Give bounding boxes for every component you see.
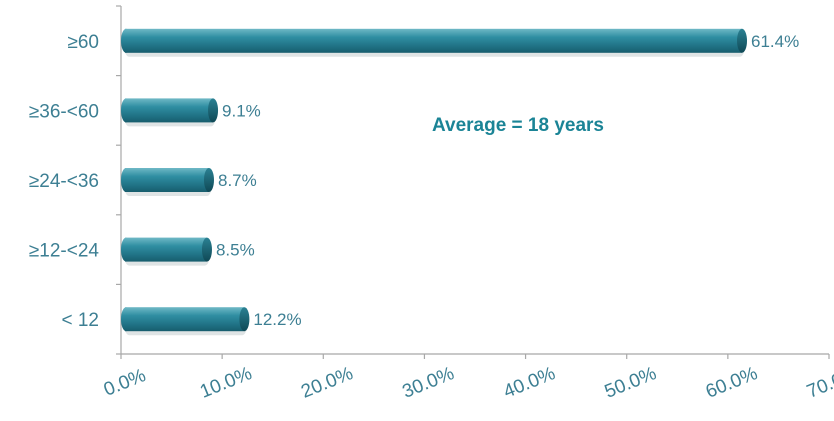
bar <box>121 237 212 266</box>
bar-end-cap <box>737 28 748 53</box>
x-tick-label: 70.0% <box>804 363 834 403</box>
category-label: < 12 <box>61 310 99 331</box>
x-tick-label: 40.0% <box>501 363 559 403</box>
data-label: 8.7% <box>218 171 257 190</box>
average-annotation: Average = 18 years <box>432 115 604 136</box>
bar <box>121 28 748 57</box>
bar-body <box>125 98 214 123</box>
bar-end-cap <box>239 307 250 332</box>
x-tick-label: 20.0% <box>298 363 356 403</box>
bar-left-cap <box>121 307 131 332</box>
bar-body <box>125 237 207 262</box>
x-tick-label: 30.0% <box>399 363 457 403</box>
bar-left-cap <box>121 28 131 53</box>
data-label: 9.1% <box>222 101 261 120</box>
bar-left-cap <box>121 98 131 123</box>
bar-left-cap <box>121 237 131 262</box>
category-label: ≥12-<24 <box>29 241 100 262</box>
bar <box>121 168 214 196</box>
bar <box>121 307 250 336</box>
data-label: 61.4% <box>751 32 799 51</box>
x-tick-label: 60.0% <box>703 363 761 403</box>
bar-body <box>125 28 743 53</box>
bar-end-cap <box>203 168 214 192</box>
bar-body <box>125 307 245 332</box>
category-label: ≥24-<36 <box>29 171 99 192</box>
bar-end-cap <box>208 98 219 123</box>
bar <box>121 98 219 127</box>
bar-left-cap <box>121 168 131 192</box>
x-tick-label: 10.0% <box>197 363 255 403</box>
x-tick-label: 0.0% <box>101 365 149 401</box>
bar-body <box>125 168 209 192</box>
data-label: 8.5% <box>216 241 255 260</box>
category-label: ≥36-<60 <box>29 101 99 122</box>
bar-end-cap <box>201 237 212 262</box>
data-label: 12.2% <box>253 310 301 329</box>
category-label: ≥60 <box>67 32 99 53</box>
x-tick-label: 50.0% <box>602 363 660 403</box>
